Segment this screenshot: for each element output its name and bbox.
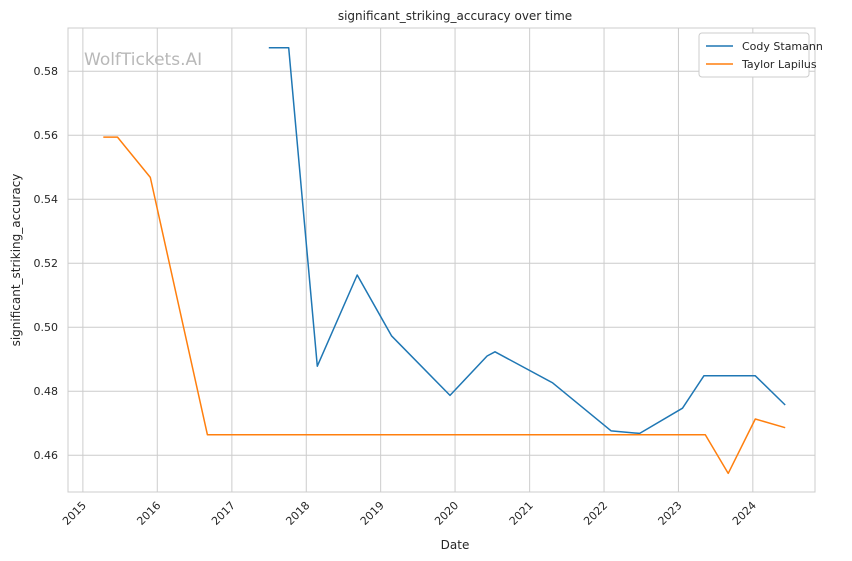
legend-label-0: Cody Stamann	[742, 40, 823, 53]
series-lines	[103, 47, 786, 475]
y-tick-label: 0.58	[34, 65, 59, 78]
y-axis-label: significant_striking_accuracy	[9, 174, 23, 347]
y-tick-label: 0.54	[34, 193, 59, 206]
watermark: WolfTickets.AI	[84, 50, 202, 70]
chart-title: significant_striking_accuracy over time	[338, 9, 572, 23]
legend-box	[698, 32, 810, 78]
legend-label-1: Taylor Lapilus	[741, 58, 817, 71]
y-tick-labels: 0.46 0.48 0.50 0.52 0.54 0.56 0.58	[34, 65, 59, 462]
y-tick-label: 0.48	[34, 385, 59, 398]
y-tick-label: 0.46	[34, 449, 59, 462]
y-tick-label: 0.52	[34, 257, 59, 270]
y-tick-label: 0.56	[34, 129, 59, 142]
legend: Cody Stamann Taylor Lapilus	[698, 32, 823, 78]
grid	[68, 28, 815, 492]
x-axis-label: Date	[441, 538, 470, 552]
y-tick-label: 0.50	[34, 321, 59, 334]
plot-area-border	[67, 27, 816, 493]
series-line-0	[268, 47, 786, 435]
series-line-1	[103, 136, 786, 475]
